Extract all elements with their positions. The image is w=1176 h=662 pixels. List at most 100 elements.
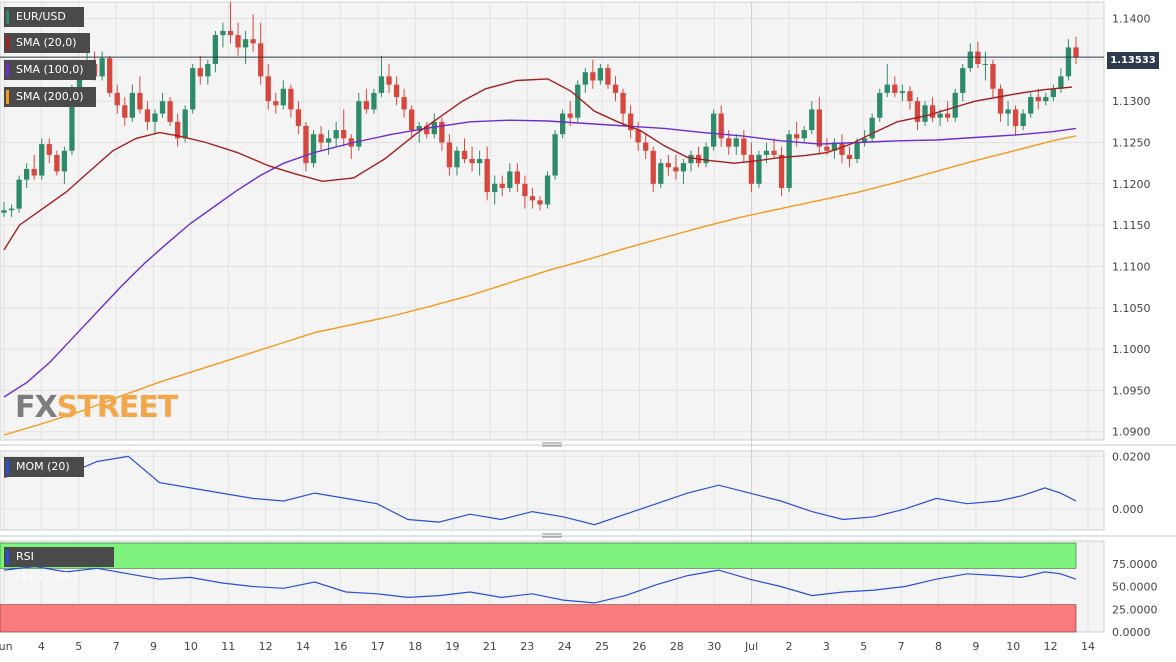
x-tick-label: Jul (744, 640, 758, 653)
legend-sma100[interactable]: SMA (100,0) (4, 60, 96, 80)
candle-body (560, 113, 566, 135)
candle-body (409, 109, 415, 131)
legend-sma200[interactable]: SMA (200,0) (4, 87, 96, 107)
candle-body (507, 171, 513, 188)
candle-body (975, 51, 981, 64)
price-y-tick-label: 1.1400 (1112, 13, 1151, 26)
x-tick-label: 9 (150, 640, 157, 653)
legend-rsi[interactable]: RSI (14,70,30,1) (4, 547, 114, 583)
candle-body (809, 109, 815, 131)
x-tick-label: Jun (0, 640, 13, 653)
legend-sma20[interactable]: SMA (20,0) (4, 33, 90, 53)
candle-body (824, 146, 830, 151)
x-tick-label: 4 (38, 640, 45, 653)
candle-body (854, 142, 860, 160)
candle-body (499, 183, 505, 188)
candle-body (280, 88, 286, 106)
x-tick-label: 7 (898, 640, 905, 653)
candle-body (99, 58, 105, 77)
price-y-tick-label: 1.1050 (1112, 302, 1151, 315)
candle-body (424, 125, 430, 135)
legend-rsi-label: RSI (14,70,30,1) (16, 550, 85, 583)
x-tick-label: 26 (632, 640, 646, 653)
candle-body (967, 51, 973, 69)
x-tick-label: 11 (221, 640, 235, 653)
candle-body (386, 76, 392, 85)
x-tick-label: 5 (75, 640, 82, 653)
x-tick-label: 9 (972, 640, 979, 653)
candle-body (839, 142, 845, 155)
legend-symbol[interactable]: EUR/USD (4, 7, 84, 27)
candle-body (1028, 97, 1034, 114)
candle-body (960, 68, 966, 93)
panel-background-2 (0, 450, 1105, 531)
candle-body (861, 138, 868, 143)
candle-body (748, 154, 755, 184)
candle-body (454, 150, 460, 168)
candle-body (325, 138, 332, 143)
candle-body (1043, 97, 1049, 102)
x-tick-label: 7 (113, 640, 120, 653)
x-tick-label: 19 (446, 640, 460, 653)
candle-body (476, 159, 483, 164)
candle-body (929, 105, 936, 118)
candle-body (680, 163, 687, 172)
candle-body (771, 150, 777, 155)
price-y-tick-label: 1.1250 (1112, 136, 1151, 149)
candle-body (295, 109, 302, 126)
candle-body (114, 92, 120, 106)
candle-body (673, 167, 679, 172)
candle-body (643, 142, 649, 151)
legend-sma20-swatch (6, 36, 9, 50)
price-y-tick-label: 1.1100 (1112, 260, 1151, 273)
legend-sma200-swatch (6, 90, 9, 104)
candle-body (250, 39, 256, 44)
candle-body (612, 84, 619, 93)
candle-body (46, 144, 52, 155)
candle-body (54, 154, 60, 172)
candle-body (884, 84, 890, 93)
x-tick-label: 16 (333, 640, 347, 653)
candle-body (914, 101, 921, 122)
mom-y-tick-label: 0.0200 (1112, 450, 1151, 463)
x-tick-label: 3 (823, 640, 830, 653)
candle-body (363, 101, 370, 110)
legend-sma100-label: SMA (100,0) (16, 63, 84, 76)
candle-body (801, 130, 807, 139)
candle-body (258, 43, 264, 77)
candle-body (816, 109, 822, 147)
candle-body (227, 30, 234, 36)
candle-body (1012, 109, 1019, 126)
candle-body (567, 113, 573, 118)
watermark-street: STREET (56, 390, 179, 425)
price-y-tick-label: 1.1000 (1112, 343, 1151, 356)
candle-body (152, 113, 158, 122)
price-y-tick-label: 1.1300 (1112, 95, 1151, 108)
rsi-y-tick-label: 25.0000 (1112, 603, 1158, 616)
candle-body (627, 113, 634, 131)
candle-body (575, 84, 581, 118)
candle-body (24, 168, 30, 180)
legend-sma200-label: SMA (200,0) (16, 90, 84, 103)
candle-body (235, 35, 241, 48)
rsi-y-tick-label: 75.0000 (1112, 558, 1158, 571)
candle-body (303, 125, 309, 164)
x-tick-label: 14 (1081, 640, 1095, 653)
candle-body (439, 121, 445, 143)
legend-mom[interactable]: MOM (20) (4, 457, 84, 477)
candle-body (1035, 97, 1041, 102)
rsi-oversold-zone (0, 604, 1077, 633)
candle-body (69, 88, 75, 151)
candle-body (982, 63, 989, 65)
candle-body (590, 72, 596, 81)
price-y-tick-label: 1.0950 (1112, 384, 1151, 397)
x-tick-label: 17 (371, 640, 385, 653)
x-tick-label: 25 (595, 640, 609, 653)
candle-body (582, 72, 588, 85)
price-y-tick-label: 1.0900 (1112, 426, 1151, 439)
candle-body (778, 154, 785, 188)
candle-body (952, 92, 958, 118)
candle-body (658, 163, 664, 184)
candle-body (107, 58, 113, 93)
candle-body (265, 76, 271, 102)
